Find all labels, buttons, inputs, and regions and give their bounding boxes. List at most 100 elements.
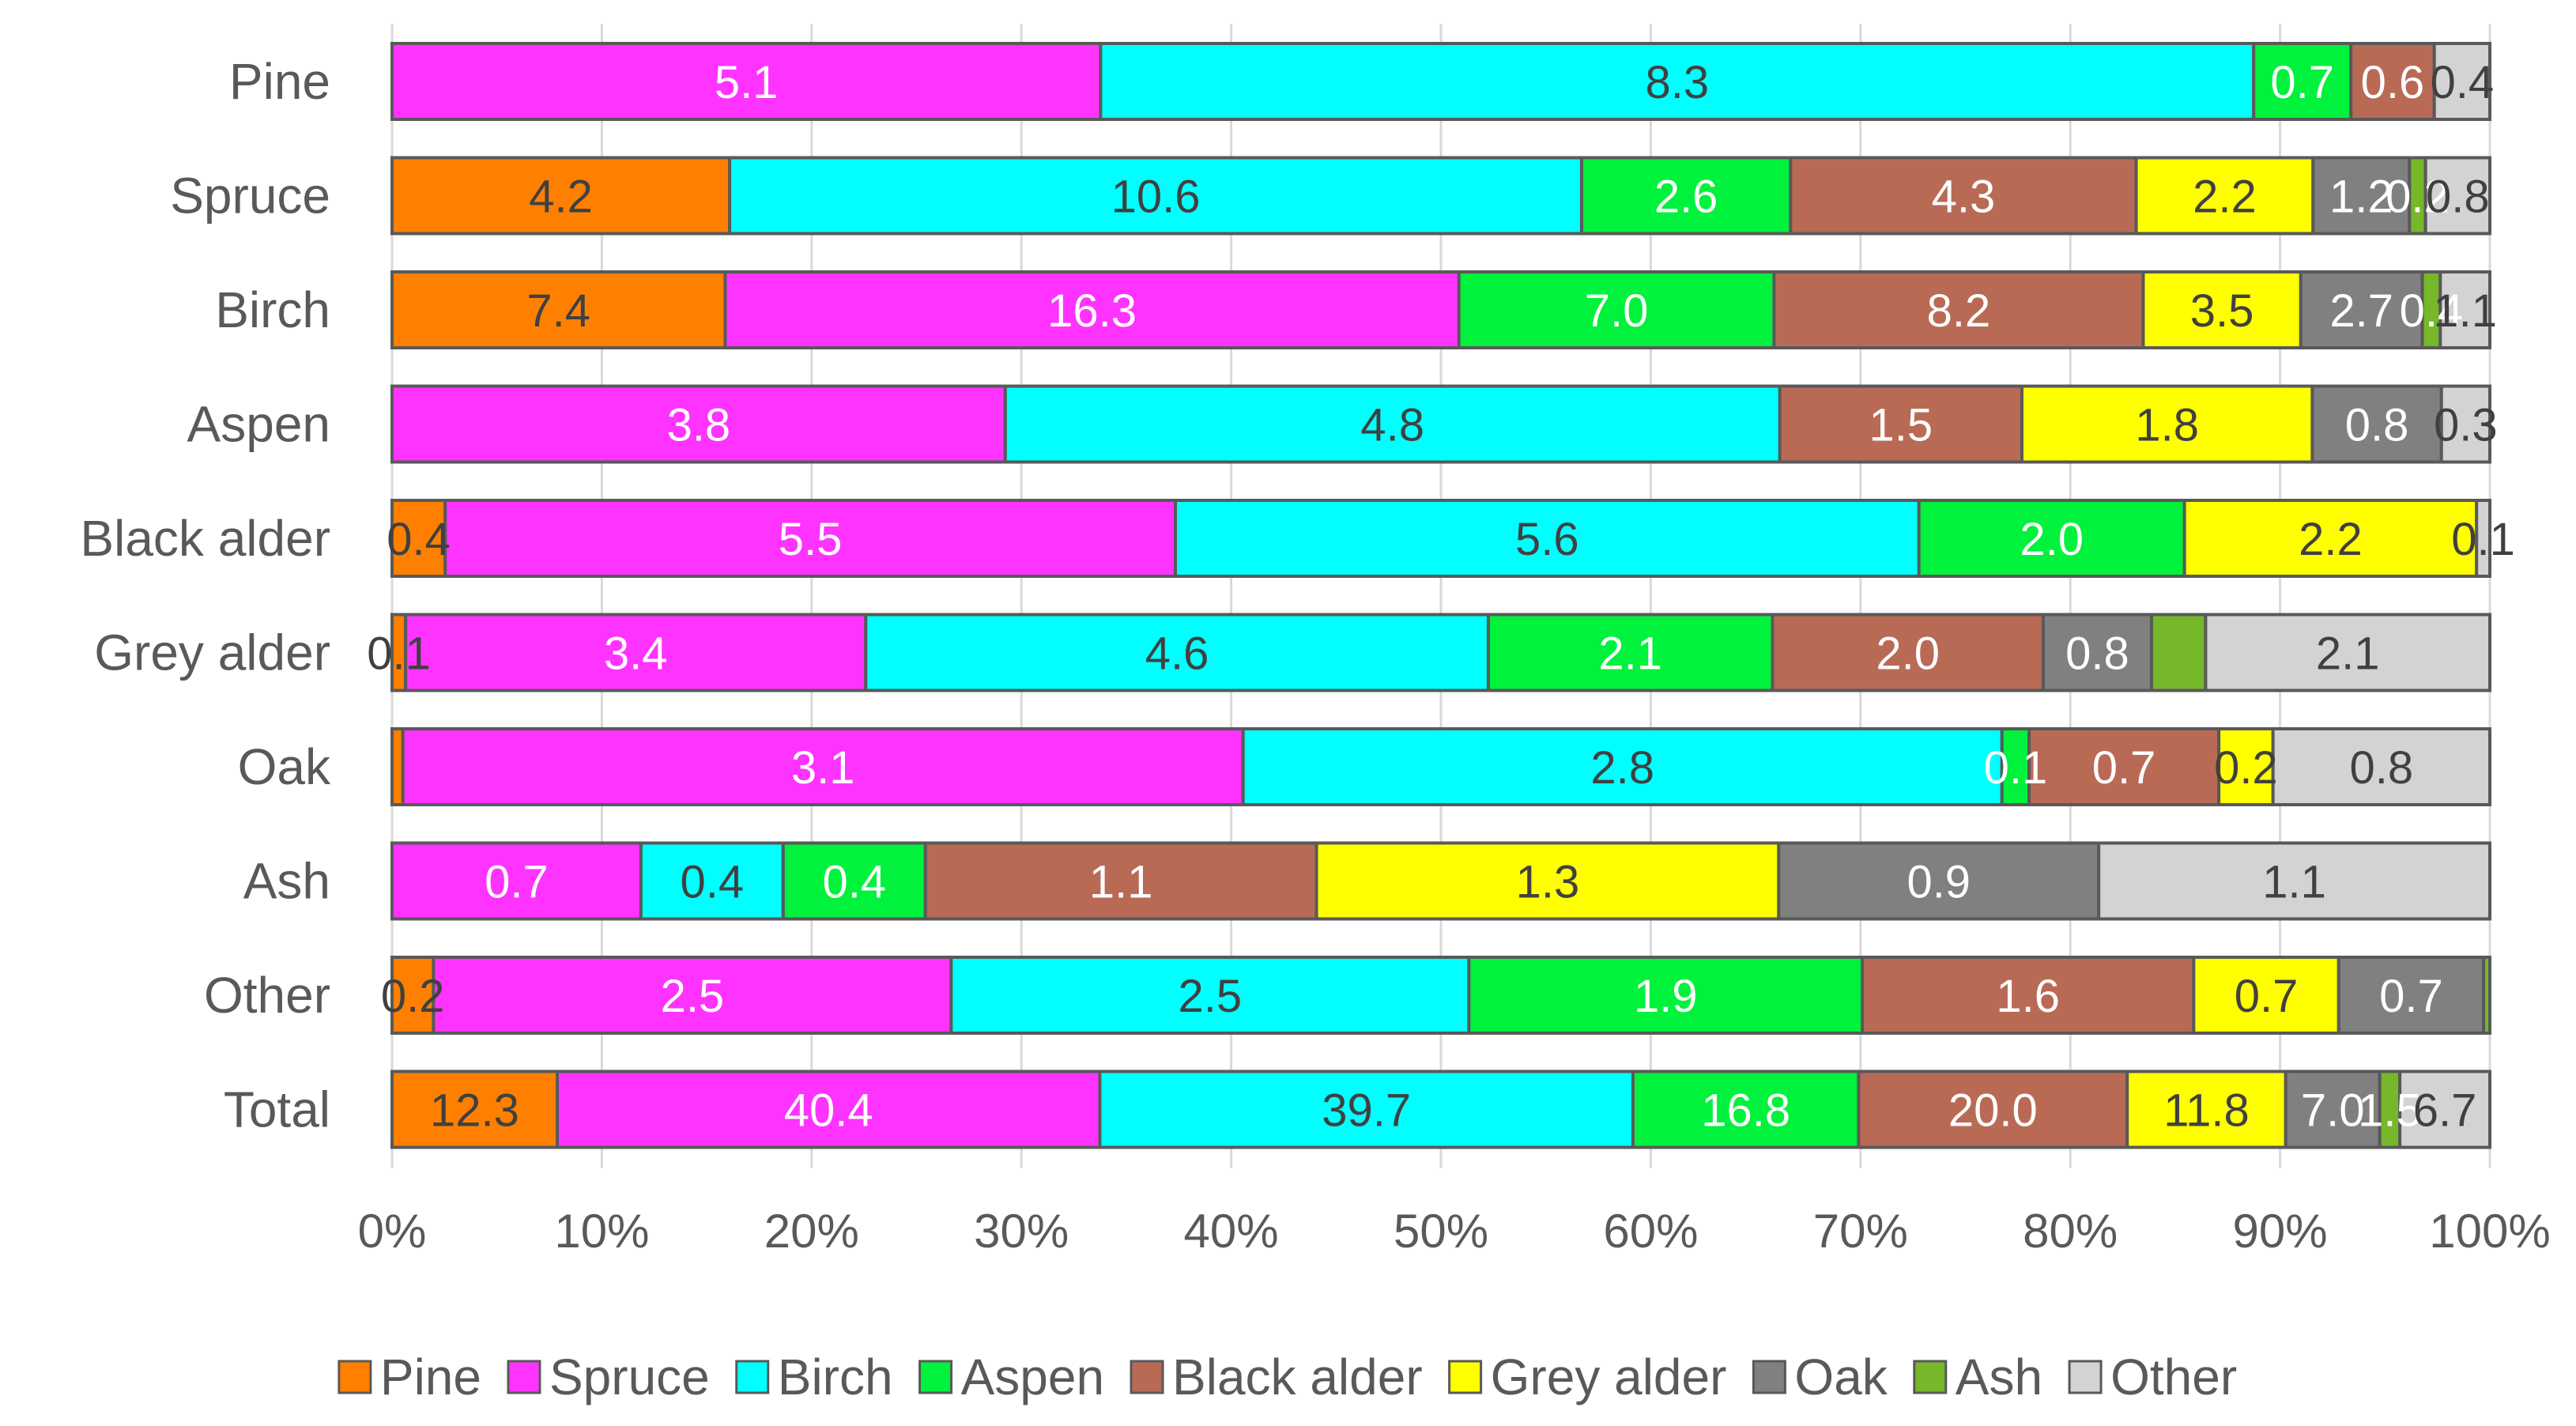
- data-label-pine-birch: 8.3: [1645, 57, 1709, 108]
- bar-segment-total-other: [2398, 1070, 2492, 1149]
- bar-segment-total-pine: [390, 1070, 559, 1149]
- x-tick-label: 90%: [2233, 1205, 2328, 1258]
- bar-segment-aspen-birch: [1003, 384, 1782, 464]
- bar-segment-birch-grey-alder: [2141, 270, 2303, 349]
- bar-segment-total-oak: [2284, 1070, 2382, 1149]
- category-label-ash: Ash: [243, 853, 330, 910]
- legend-item-aspen: Aspen: [918, 1349, 1104, 1405]
- data-label-birch-black-alder: 8.2: [1927, 285, 1991, 337]
- bar-segment-spruce-birch: [728, 156, 1583, 236]
- legend-swatch-pine: [338, 1360, 372, 1394]
- bar-segment-spruce-oak: [2311, 156, 2412, 236]
- x-tick-label: 60%: [1603, 1205, 1698, 1258]
- bar-segment-aspen-grey-alder: [2020, 384, 2314, 464]
- bar-segment-oak-spruce: [401, 727, 1245, 806]
- x-tick-label: 20%: [764, 1205, 859, 1258]
- data-label-aspen-birch: 4.8: [1360, 400, 1424, 451]
- bar-segment-total-black-alder: [1857, 1070, 2129, 1149]
- data-label-total-spruce: 40.4: [784, 1085, 873, 1137]
- data-label-spruce-birch: 10.6: [1111, 172, 1201, 223]
- legend-swatch-aspen: [918, 1360, 953, 1394]
- bar-segment-other-ash: [2482, 956, 2491, 1035]
- x-tick-label: 50%: [1394, 1205, 1488, 1258]
- legend: Pine Spruce Birch Aspen Black alder Grey alde…: [338, 1349, 2237, 1405]
- data-label-oak-other: 0.8: [2350, 742, 2414, 794]
- x-tick-label: 30%: [974, 1205, 1069, 1258]
- legend-item-grey-alder: Grey alder: [1448, 1349, 1727, 1405]
- data-label-spruce-aspen: 2.6: [1654, 172, 1718, 223]
- data-label-other-oak: 0.7: [2379, 971, 2443, 1022]
- data-label-total-birch: 39.7: [1322, 1085, 1411, 1137]
- legend-swatch-black-alder: [1130, 1360, 1164, 1394]
- legend-label-birch: Birch: [778, 1349, 893, 1405]
- data-label-oak-birch: 2.8: [1590, 742, 1654, 794]
- bar-segment-grey-alder-birch: [864, 613, 1490, 692]
- category-axis-labels: Pine Spruce Birch Aspen Black alder Grey alde…: [80, 53, 331, 1138]
- category-label-birch: Birch: [215, 281, 330, 338]
- legend-label-spruce: Spruce: [549, 1349, 710, 1405]
- bar-segment-total-birch: [1098, 1070, 1635, 1149]
- legend-label-other: Other: [2110, 1349, 2237, 1405]
- data-label-total-other: 6.7: [2413, 1085, 2477, 1137]
- category-label-aspen: Aspen: [187, 396, 330, 453]
- data-label-birch-oak: 2.7: [2329, 285, 2393, 337]
- data-label-ash-grey-alder: 1.3: [1516, 857, 1580, 908]
- bar-segment-ash-spruce: [390, 841, 643, 921]
- bar-segment-birch-other: [2438, 270, 2492, 349]
- data-label-pine-spruce: 5.1: [715, 57, 779, 108]
- data-label-pine-black-alder: 0.6: [2361, 57, 2425, 108]
- data-label-aspen-oak: 0.8: [2345, 400, 2409, 451]
- bar-segment-ash-aspen: [781, 841, 927, 921]
- data-label-total-grey-alder: 11.8: [2163, 1085, 2250, 1137]
- data-label-aspen-black-alder: 1.5: [1869, 400, 1933, 451]
- bar-segment-black-alder-other: [2475, 499, 2492, 578]
- bar-segment-pine-spruce: [390, 42, 1103, 121]
- legend-label-pine: Pine: [380, 1349, 481, 1405]
- data-label-oak-aspen: 0.1: [1984, 742, 2048, 794]
- category-label-pine: Pine: [229, 53, 330, 110]
- legend-swatch-grey-alder: [1448, 1360, 1483, 1394]
- data-label-oak-grey-alder: 0.2: [2214, 742, 2278, 794]
- data-label-other-birch: 2.5: [1179, 971, 1243, 1022]
- legend-label-grey-alder: Grey alder: [1491, 1349, 1727, 1405]
- bar-segment-other-aspen: [1467, 956, 1865, 1035]
- legend-swatch-ash: [1913, 1360, 1948, 1394]
- bar-segment-total-spruce: [555, 1070, 1102, 1149]
- bar-segment-other-spruce: [432, 956, 953, 1035]
- bar-segment-aspen-spruce: [390, 384, 1007, 464]
- category-label-spruce: Spruce: [170, 168, 330, 224]
- x-tick-label: 80%: [2023, 1205, 2118, 1258]
- data-label-spruce-other: 0.8: [2426, 172, 2490, 223]
- legend-item-spruce: Spruce: [507, 1349, 710, 1405]
- bar-segment-birch-pine: [390, 270, 727, 349]
- data-label-other-spruce: 2.5: [661, 971, 725, 1022]
- data-label-other-grey-alder: 0.7: [2235, 971, 2299, 1022]
- legend-item-black-alder: Black alder: [1130, 1349, 1423, 1405]
- bar-segment-oak-pine: [390, 727, 405, 806]
- bar-segment-ash-black-alder: [923, 841, 1318, 921]
- data-label-aspen-other: 0.3: [2434, 400, 2498, 451]
- value-axis-labels: 0% 10% 20% 30% 40% 50% 60% 70% 80% 90% 100%: [358, 1205, 2551, 1258]
- category-label-other: Other: [204, 967, 330, 1024]
- bar-segment-ash-birch: [639, 841, 785, 921]
- data-label-spruce-ash: 0.2: [2386, 172, 2450, 223]
- data-label-spruce-pine: 4.2: [529, 172, 593, 223]
- data-label-black-alder-spruce: 5.5: [779, 514, 843, 565]
- category-label-black-alder: Black alder: [80, 510, 330, 567]
- bar-segment-black-alder-pine: [390, 499, 447, 578]
- bar-segment-spruce-other: [2423, 156, 2492, 236]
- data-label-ash-oak: 0.9: [1907, 857, 1971, 908]
- legend-label-oak: Oak: [1794, 1349, 1888, 1405]
- data-label-other-aspen: 1.9: [1634, 971, 1698, 1022]
- data-label-black-alder-grey-alder: 2.2: [2299, 514, 2363, 565]
- legend-item-ash: Ash: [1913, 1349, 2042, 1405]
- bar-segment-grey-alder-oak: [2041, 613, 2153, 692]
- data-label-birch-ash: 0.4: [2400, 285, 2464, 337]
- legend-swatch-oak: [1752, 1360, 1786, 1394]
- bars: [390, 42, 2492, 1149]
- legend-label-black-alder: Black alder: [1172, 1349, 1423, 1405]
- legend-item-pine: Pine: [338, 1349, 481, 1405]
- category-label-total: Total: [224, 1081, 330, 1138]
